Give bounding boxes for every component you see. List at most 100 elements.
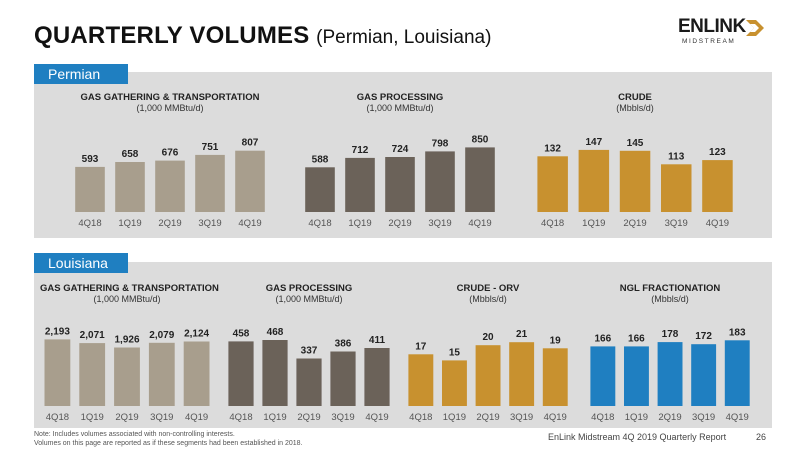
data-label-4q18: 2,193 xyxy=(45,326,70,337)
chart-title: GAS GATHERING & TRANSPORTATION xyxy=(40,283,219,294)
data-label-4q19: 807 xyxy=(242,138,259,149)
tick-label-2q19: 2Q19 xyxy=(658,412,681,423)
bar-4q18 xyxy=(75,166,105,212)
data-label-1q19: 658 xyxy=(122,149,139,160)
bar-2q19 xyxy=(114,347,140,406)
bar-4q19 xyxy=(702,160,733,212)
bar-3q19 xyxy=(661,164,692,212)
bar-1q19 xyxy=(79,343,106,406)
chart-title: NGL FRACTIONATION xyxy=(619,283,721,294)
chart-svg: 2,193 4Q18 2,071 1Q19 1,926 2Q19 2,079 3Q19 2,12… xyxy=(44,326,210,423)
tick-label-4q18: 4Q18 xyxy=(308,218,331,229)
data-label-4q19: 123 xyxy=(709,147,726,158)
tick-label-2q19: 2Q19 xyxy=(297,412,320,423)
logo-word: ENLINK xyxy=(678,16,746,37)
chart-svg: 166 4Q18 166 1Q19 178 2Q19 172 3Q19 183 4Q19 xyxy=(590,327,750,423)
data-label-3q19: 2,079 xyxy=(149,330,174,341)
bar-4q19 xyxy=(235,150,265,212)
tick-label-2q19: 2Q19 xyxy=(115,412,138,423)
report-name: EnLink Midstream 4Q 2019 Quarterly Repor… xyxy=(548,432,727,442)
data-label-1q19: 147 xyxy=(585,137,602,148)
tick-label-2q19: 2Q19 xyxy=(623,218,646,229)
data-label-1q19: 468 xyxy=(267,327,284,338)
chart-unit: (Mbbls/d) xyxy=(469,294,507,304)
tick-label-3q19: 3Q19 xyxy=(150,412,173,423)
bar-3q19 xyxy=(195,154,225,212)
chart-unit: (1,000 MMBtu/d) xyxy=(275,294,343,304)
bar-1q19 xyxy=(624,346,649,406)
data-label-2q19: 676 xyxy=(162,148,179,159)
data-label-4q19: 411 xyxy=(369,335,386,346)
page-title: QUARTERLY VOLUMES (Permian, Louisiana) xyxy=(34,22,491,50)
bar-4q18 xyxy=(228,341,254,406)
louisiana-section-tag: Louisiana xyxy=(34,253,128,273)
data-label-1q19: 15 xyxy=(449,347,461,358)
tick-label-4q19: 4Q19 xyxy=(185,412,208,423)
permian-section-tag: Permian xyxy=(34,64,128,84)
data-label-2q19: 337 xyxy=(301,346,318,357)
data-label-3q19: 21 xyxy=(516,329,528,340)
company-logo: ENLINK MIDSTREAM xyxy=(678,14,770,48)
bar-2q19 xyxy=(657,342,683,406)
bar-3q19 xyxy=(509,342,535,406)
page-title-sub: (Permian, Louisiana) xyxy=(316,27,492,48)
data-label-2q19: 724 xyxy=(392,144,409,155)
bar-4q19 xyxy=(465,147,495,212)
tick-label-3q19: 3Q19 xyxy=(198,218,221,229)
chart-svg: 17 4Q18 15 1Q19 20 2Q19 21 3Q19 19 4Q19 xyxy=(408,329,568,423)
chart-svg: 132 4Q18 147 1Q19 145 2Q19 113 3Q19 123 4Q19 xyxy=(537,137,733,229)
data-label-4q19: 183 xyxy=(729,327,746,338)
tick-label-4q19: 4Q19 xyxy=(706,218,729,229)
logo-sub: MIDSTREAM xyxy=(682,38,736,45)
tick-label-4q19: 4Q19 xyxy=(468,218,491,229)
chart-title: CRUDE - ORV xyxy=(456,283,520,294)
tick-label-1q19: 1Q19 xyxy=(263,412,286,423)
data-label-3q19: 751 xyxy=(202,142,219,153)
tick-label-3q19: 3Q19 xyxy=(510,412,533,423)
bar-1q19 xyxy=(262,340,288,406)
tick-label-1q19: 1Q19 xyxy=(348,218,371,229)
bar-4q19 xyxy=(542,348,568,406)
data-label-3q19: 386 xyxy=(335,339,352,350)
data-label-4q19: 2,124 xyxy=(184,329,209,340)
chart-unit: (1,000 MMBtu/d) xyxy=(366,103,434,113)
data-label-2q19: 1,926 xyxy=(114,335,139,346)
chart-louisiana-gas-gathering: GAS GATHERING & TRANSPORTATION (1,000 MM… xyxy=(40,283,219,426)
bar-1q19 xyxy=(345,157,375,212)
data-label-4q18: 17 xyxy=(415,341,427,352)
tick-label-3q19: 3Q19 xyxy=(692,412,715,423)
chart-permian-crude: CRUDE (Mbbls/d) 132 4Q18 147 1Q19 145 2Q19 113… xyxy=(532,92,738,232)
chart-title: GAS PROCESSING xyxy=(356,92,444,103)
data-label-4q18: 166 xyxy=(594,333,611,344)
chart-svg: 593 4Q18 658 1Q19 676 2Q19 751 3Q19 807 4Q19 xyxy=(75,138,265,229)
chart-svg: 458 4Q18 468 1Q19 337 2Q19 386 3Q19 411 4Q19 xyxy=(228,327,390,423)
tick-label-4q18: 4Q18 xyxy=(46,412,69,423)
bar-1q19 xyxy=(115,162,145,212)
tick-label-4q18: 4Q18 xyxy=(409,412,432,423)
footnote-line-1: Note: Includes volumes associated with n… xyxy=(34,431,235,438)
tick-label-1q19: 1Q19 xyxy=(443,412,466,423)
data-label-4q19: 19 xyxy=(550,335,562,346)
data-label-1q19: 712 xyxy=(352,145,369,156)
chart-unit: (1,000 MMBtu/d) xyxy=(93,294,161,304)
chart-unit: (Mbbls/d) xyxy=(651,294,689,304)
data-label-4q18: 458 xyxy=(233,328,250,339)
chart-louisiana-ngl-fractionation: NGL FRACTIONATION (Mbbls/d) 166 4Q18 166 1Q… xyxy=(586,283,754,426)
data-label-1q19: 166 xyxy=(628,333,645,344)
bar-4q18 xyxy=(305,167,335,212)
tick-label-3q19: 3Q19 xyxy=(665,218,688,229)
chart-title: CRUDE xyxy=(618,92,652,103)
data-label-2q19: 145 xyxy=(627,138,644,149)
bar-4q18 xyxy=(590,346,616,406)
bar-2q19 xyxy=(475,345,501,406)
data-label-4q19: 850 xyxy=(472,134,489,145)
chart-svg: 588 4Q18 712 1Q19 724 2Q19 798 3Q19 850 4Q19 xyxy=(305,134,495,229)
chart-unit: (Mbbls/d) xyxy=(616,103,654,113)
tick-label-4q19: 4Q19 xyxy=(238,218,261,229)
tick-label-4q18: 4Q18 xyxy=(78,218,101,229)
tick-label-2q19: 2Q19 xyxy=(476,412,499,423)
tick-label-2q19: 2Q19 xyxy=(158,218,181,229)
bar-4q19 xyxy=(183,341,210,406)
bar-1q19 xyxy=(442,360,467,406)
tick-label-4q19: 4Q19 xyxy=(726,412,749,423)
